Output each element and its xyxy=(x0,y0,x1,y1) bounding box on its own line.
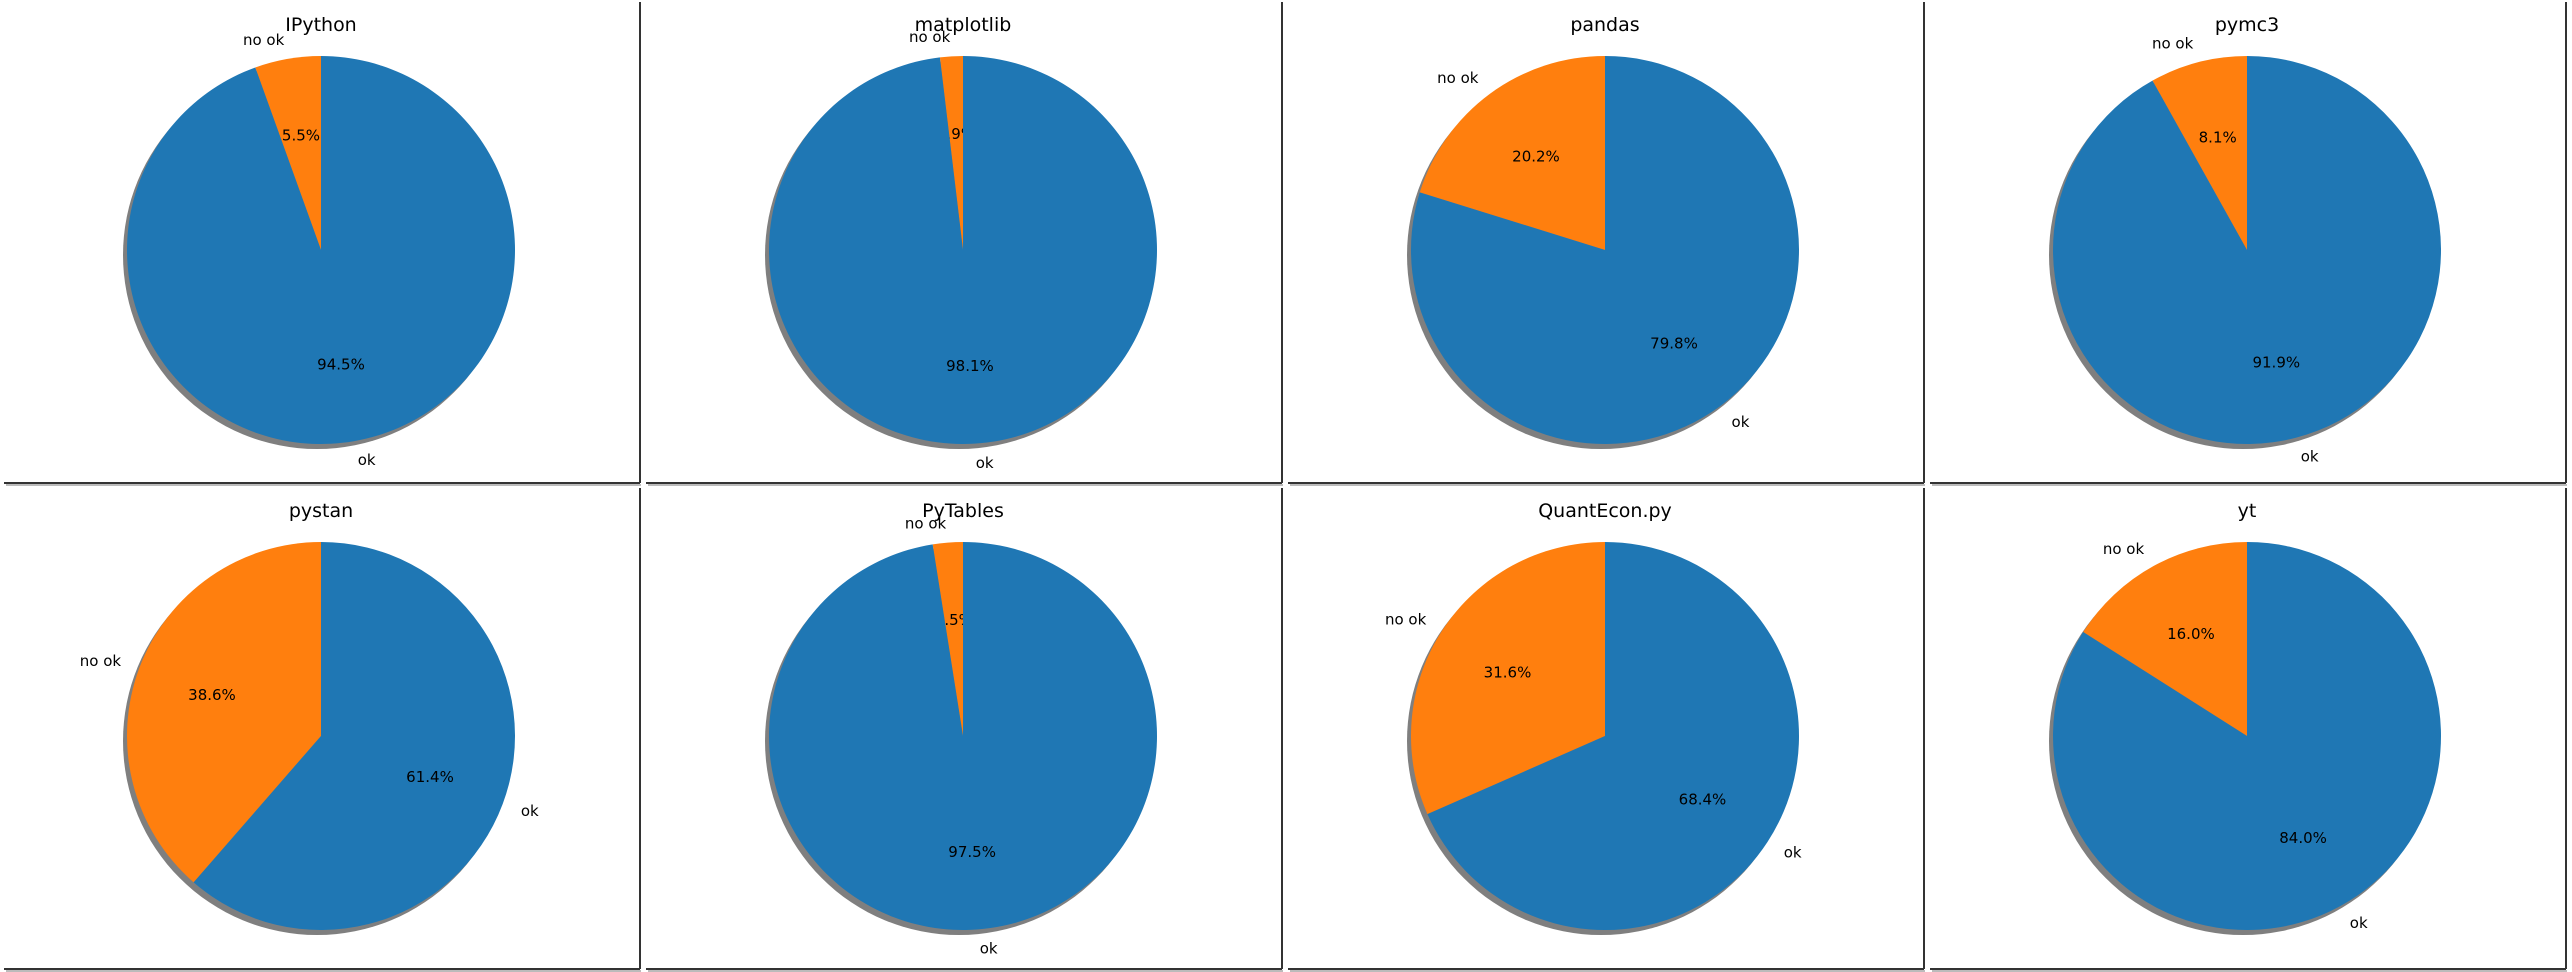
pct-ok: 98.1% xyxy=(946,357,994,375)
pie-title: QuantEcon.py xyxy=(1538,500,1672,522)
pie-title: pystan xyxy=(289,500,353,522)
pie-svg: no ok 38.6% ok 61.4% pystan xyxy=(4,488,641,972)
pie-title: matplotlib xyxy=(915,14,1012,36)
slice-no-ok xyxy=(1419,56,1605,250)
pct-no-ok: 20.2% xyxy=(1512,147,1560,165)
label-no-ok: no ok xyxy=(243,31,285,49)
label-ok: ok xyxy=(980,940,998,958)
slice-no-ok xyxy=(255,56,321,250)
pie-panel: no ok 5.5% ok 94.5% IPython xyxy=(0,0,642,486)
pie-title: PyTables xyxy=(922,500,1004,522)
slice-no-ok xyxy=(939,56,963,250)
pie-title: pymc3 xyxy=(2215,14,2279,36)
pie-title: IPython xyxy=(285,14,356,36)
label-ok: ok xyxy=(358,451,376,469)
pie-panel: no ok 8.1% ok 91.9% pymc3 xyxy=(1926,0,2568,486)
pie-svg: no ok 16.0% ok 84.0% yt xyxy=(1930,488,2567,972)
pct-ok: 94.5% xyxy=(317,356,365,374)
pct-no-ok: 31.6% xyxy=(1484,663,1532,681)
slice-ok xyxy=(1411,56,1799,444)
pie-title: pandas xyxy=(1570,14,1639,36)
pct-no-ok: 38.6% xyxy=(188,686,236,704)
label-no-ok: no ok xyxy=(2103,540,2145,558)
slice-ok xyxy=(2053,542,2441,930)
pie-svg: no ok 5.5% ok 94.5% IPython xyxy=(4,2,641,486)
pct-ok: 97.5% xyxy=(948,843,996,861)
slice-no-ok xyxy=(932,542,963,736)
pie-title: yt xyxy=(2238,500,2257,522)
label-ok: ok xyxy=(2350,914,2368,932)
slice-ok xyxy=(127,56,516,444)
slice-ok xyxy=(193,542,515,930)
label-ok: ok xyxy=(1784,844,1802,862)
pct-ok: 61.4% xyxy=(406,768,454,786)
pct-ok: 84.0% xyxy=(2279,829,2327,847)
pie-svg: no ok 31.6% ok 68.4% QuantEcon.py xyxy=(1288,488,1925,972)
pct-ok: 79.8% xyxy=(1650,335,1698,353)
slice-no-ok xyxy=(1411,542,1605,815)
label-no-ok: no ok xyxy=(80,652,122,670)
label-ok: ok xyxy=(2301,448,2319,466)
slice-ok xyxy=(2053,56,2441,444)
label-no-ok: no ok xyxy=(1437,69,1479,87)
label-ok: ok xyxy=(976,454,994,472)
slice-no-ok xyxy=(2083,542,2247,736)
pie-panel: no ok 38.6% ok 61.4% pystan xyxy=(0,486,642,972)
pct-no-ok: 5.5% xyxy=(282,126,320,144)
slice-no-ok xyxy=(2152,56,2247,250)
label-no-ok: no ok xyxy=(2152,34,2194,52)
pie-panel: no ok 1.9% ok 98.1% matplotlib xyxy=(642,0,1284,486)
slice-ok xyxy=(768,56,1157,444)
pie-panel: no ok 16.0% ok 84.0% yt xyxy=(1926,486,2568,972)
pie-panel: no ok 31.6% ok 68.4% QuantEcon.py xyxy=(1284,486,1926,972)
pct-no-ok: 16.0% xyxy=(2167,625,2215,643)
slice-no-ok xyxy=(127,542,321,883)
pct-ok: 68.4% xyxy=(1679,791,1727,809)
label-ok: ok xyxy=(521,802,539,820)
slice-ok xyxy=(769,542,1157,930)
pie-panel: no ok 20.2% ok 79.8% pandas xyxy=(1284,0,1926,486)
pie-svg: no ok 20.2% ok 79.8% pandas xyxy=(1288,2,1925,486)
pct-no-ok: 8.1% xyxy=(2199,128,2237,146)
label-ok: ok xyxy=(1732,413,1750,431)
pie-panel: no ok 2.5% ok 97.5% PyTables xyxy=(642,486,1284,972)
label-no-ok: no ok xyxy=(1385,610,1427,628)
label-no-ok: no ok xyxy=(905,514,947,532)
pct-ok: 91.9% xyxy=(2252,354,2300,372)
slice-ok xyxy=(1427,542,1799,930)
label-no-ok: no ok xyxy=(909,28,951,46)
pie-svg: no ok 8.1% ok 91.9% pymc3 xyxy=(1930,2,2567,486)
